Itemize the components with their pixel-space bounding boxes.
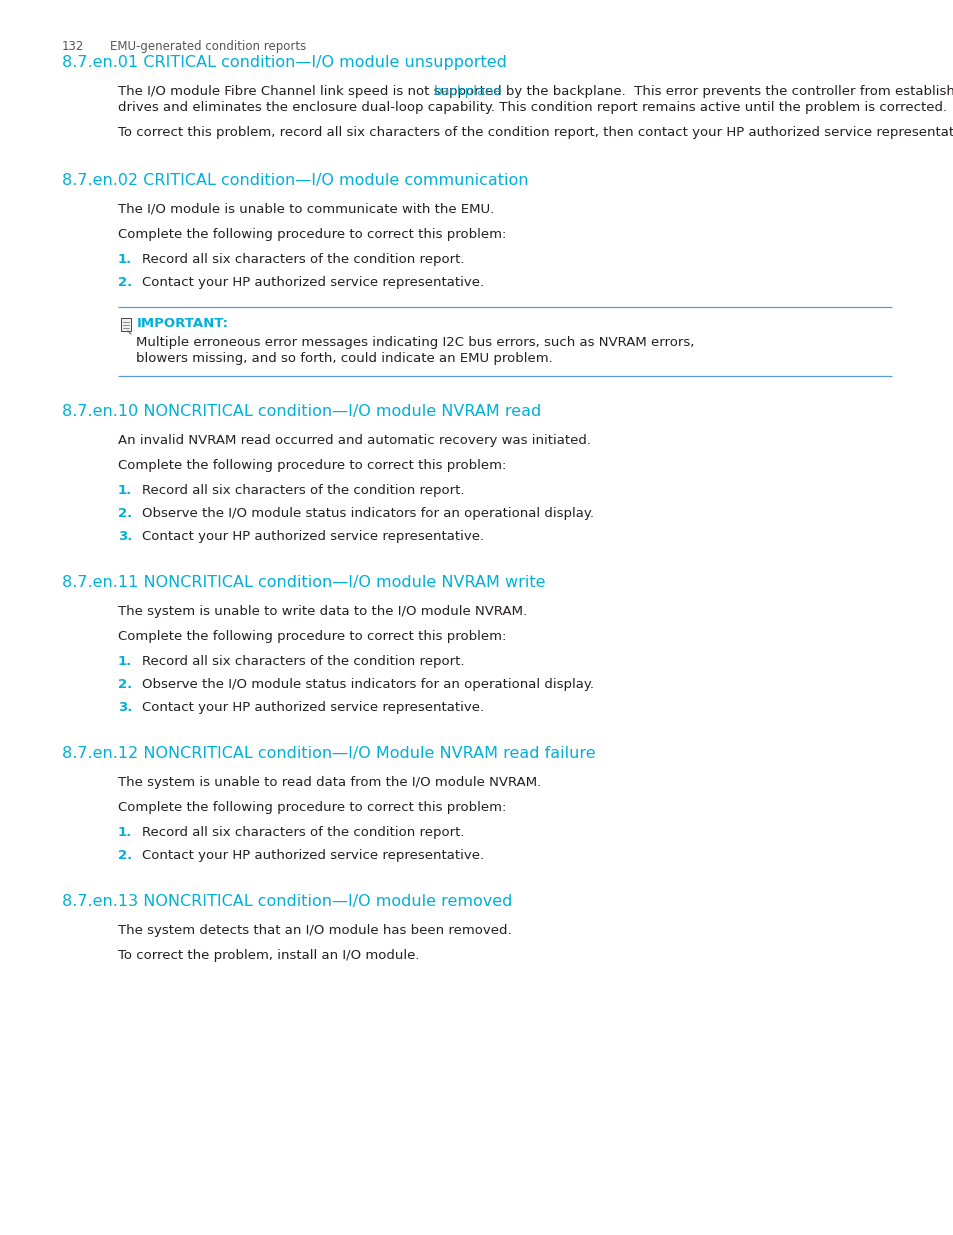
Text: 132: 132 — [62, 40, 84, 53]
Text: 1.: 1. — [118, 484, 132, 496]
Text: The system is unable to write data to the I/O module NVRAM.: The system is unable to write data to th… — [118, 605, 527, 618]
Text: 3.: 3. — [118, 530, 132, 543]
Text: An invalid NVRAM read occurred and automatic recovery was initiated.: An invalid NVRAM read occurred and autom… — [118, 433, 590, 447]
Text: Complete the following procedure to correct this problem:: Complete the following procedure to corr… — [118, 802, 506, 814]
Text: 8.7.en.11 NONCRITICAL condition—I/O module NVRAM write: 8.7.en.11 NONCRITICAL condition—I/O modu… — [62, 576, 545, 590]
Text: Complete the following procedure to correct this problem:: Complete the following procedure to corr… — [118, 459, 506, 472]
Text: Contact your HP authorized service representative.: Contact your HP authorized service repre… — [142, 701, 483, 714]
Text: blowers missing, and so forth, could indicate an EMU problem.: blowers missing, and so forth, could ind… — [136, 352, 552, 366]
Text: 8.7.en.02 CRITICAL condition—I/O module communication: 8.7.en.02 CRITICAL condition—I/O module … — [62, 173, 528, 188]
Text: To correct the problem, install an I/O module.: To correct the problem, install an I/O m… — [118, 948, 419, 962]
Text: Observe the I/O module status indicators for an operational display.: Observe the I/O module status indicators… — [142, 678, 594, 692]
Text: The system detects that an I/O module has been removed.: The system detects that an I/O module ha… — [118, 924, 511, 937]
Text: Complete the following procedure to correct this problem:: Complete the following procedure to corr… — [118, 630, 506, 643]
Text: Record all six characters of the condition report.: Record all six characters of the conditi… — [142, 655, 464, 668]
Text: Contact your HP authorized service representative.: Contact your HP authorized service repre… — [142, 530, 483, 543]
Bar — [121, 317, 131, 331]
Text: To correct this problem, record all six characters of the condition report, then: To correct this problem, record all six … — [118, 126, 953, 140]
Text: 2.: 2. — [118, 848, 132, 862]
Text: drives and eliminates the enclosure dual-loop capability. This condition report : drives and eliminates the enclosure dual… — [118, 101, 946, 114]
Text: 8.7.en.10 NONCRITICAL condition—I/O module NVRAM read: 8.7.en.10 NONCRITICAL condition—I/O modu… — [62, 404, 540, 419]
Text: EMU-generated condition reports: EMU-generated condition reports — [110, 40, 306, 53]
Text: The system is unable to read data from the I/O module NVRAM.: The system is unable to read data from t… — [118, 776, 540, 789]
Text: 8.7.en.13 NONCRITICAL condition—I/O module removed: 8.7.en.13 NONCRITICAL condition—I/O modu… — [62, 894, 512, 909]
Text: Record all six characters of the condition report.: Record all six characters of the conditi… — [142, 253, 464, 266]
Text: 2.: 2. — [118, 678, 132, 692]
Text: 3.: 3. — [118, 701, 132, 714]
Text: 2.: 2. — [118, 508, 132, 520]
Text: Record all six characters of the condition report.: Record all six characters of the conditi… — [142, 826, 464, 839]
Text: Record all six characters of the condition report.: Record all six characters of the conditi… — [142, 484, 464, 496]
Text: The I/O module is unable to communicate with the EMU.: The I/O module is unable to communicate … — [118, 203, 494, 216]
Text: 8.7.en.12 NONCRITICAL condition—I/O Module NVRAM read failure: 8.7.en.12 NONCRITICAL condition—I/O Modu… — [62, 746, 595, 761]
Text: 1.: 1. — [118, 655, 132, 668]
Text: IMPORTANT:: IMPORTANT: — [137, 317, 229, 330]
Text: 8.7.en.01 CRITICAL condition—I/O module unsupported: 8.7.en.01 CRITICAL condition—I/O module … — [62, 56, 506, 70]
Text: 2.: 2. — [118, 275, 132, 289]
Text: Complete the following procedure to correct this problem:: Complete the following procedure to corr… — [118, 228, 506, 241]
Text: Multiple erroneous error messages indicating I2C bus errors, such as NVRAM error: Multiple erroneous error messages indica… — [136, 336, 694, 350]
Text: Observe the I/O module status indicators for an operational display.: Observe the I/O module status indicators… — [142, 508, 594, 520]
Text: backplane: backplane — [434, 85, 502, 98]
Text: The I/O module Fibre Channel link speed is not supported by the backplane.  This: The I/O module Fibre Channel link speed … — [118, 85, 953, 98]
Text: Contact your HP authorized service representative.: Contact your HP authorized service repre… — [142, 848, 483, 862]
Text: 1.: 1. — [118, 826, 132, 839]
Text: Contact your HP authorized service representative.: Contact your HP authorized service repre… — [142, 275, 483, 289]
Text: 1.: 1. — [118, 253, 132, 266]
